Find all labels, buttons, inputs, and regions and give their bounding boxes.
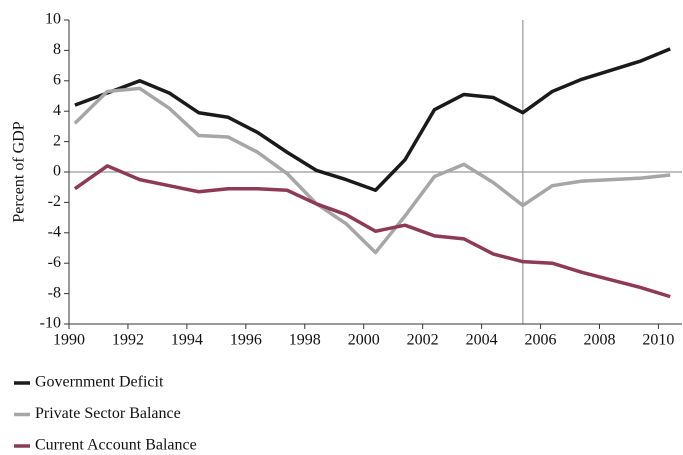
x-tick-label: 1992 [112,332,144,349]
y-tick-label: 8 [53,41,61,58]
x-tick-label: 2008 [583,332,615,349]
y-tick-label: 10 [45,11,61,28]
y-tick-label: -2 [48,193,61,210]
y-tick-label: -10 [40,315,61,332]
y-tick-label: 4 [53,102,61,119]
series-line [73,86,671,255]
x-tick-label: 2010 [642,332,674,349]
y-axis-label: Percent of GDP [11,121,28,222]
x-tick-label: 2002 [407,332,439,349]
y-tick-label: 2 [53,132,61,149]
x-tick-label: 1998 [289,332,321,349]
x-tick-label: 1990 [53,332,85,349]
y-tick-label: -4 [48,223,61,240]
series-line [74,47,671,192]
x-tick-label: 2000 [348,332,380,349]
legend-label: Current Account Balance [35,437,197,454]
legend-label: Government Deficit [35,374,164,391]
y-tick-label: 0 [53,163,61,180]
x-tick-label: 1996 [230,332,262,349]
legend-label: Private Sector Balance [35,405,181,422]
series-line [73,164,671,299]
y-tick-label: -6 [48,254,61,271]
x-tick-label: 2006 [525,332,557,349]
y-tick-label: -8 [48,284,61,301]
x-tick-label: 2004 [466,332,498,349]
x-tick-label: 1994 [171,332,203,349]
y-tick-label: 6 [53,71,61,88]
